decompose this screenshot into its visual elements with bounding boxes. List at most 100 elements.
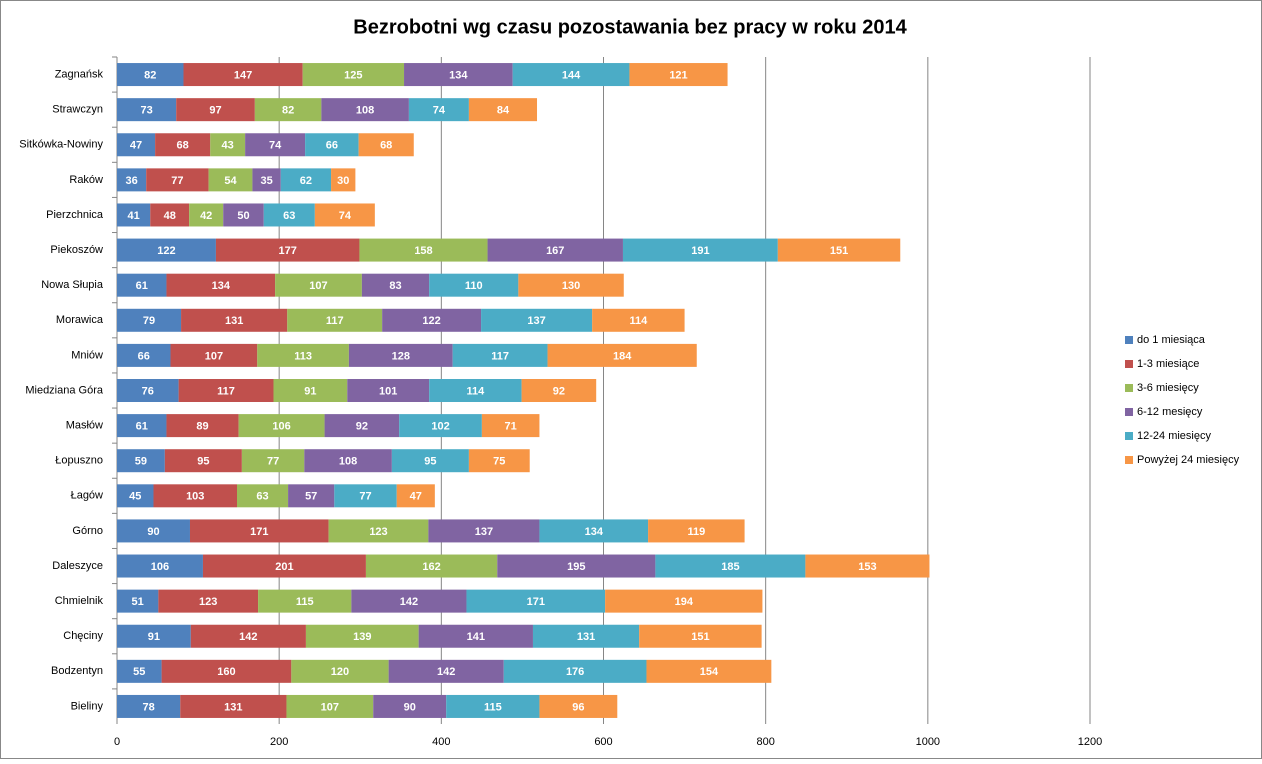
bar-segment [302,63,405,87]
bar-segment [592,308,685,332]
value-label: 176 [566,666,584,678]
bar-segment [280,168,332,192]
value-label: 97 [209,105,221,117]
bar-segment [273,379,348,402]
value-label: 110 [465,280,483,292]
value-label: 43 [222,140,234,152]
bar-segment [158,589,259,613]
value-label: 74 [433,105,446,117]
bar-segment [361,273,430,297]
legend-swatch [1125,456,1133,464]
bar-segment [418,624,533,648]
bar-segment [215,238,360,262]
value-label: 125 [344,69,362,81]
value-label: 123 [369,526,387,538]
bar-segment [331,168,356,192]
value-label: 91 [304,385,316,397]
value-label: 92 [553,385,565,397]
bar-segment [452,343,548,367]
value-label: 123 [199,596,217,608]
value-label: 54 [224,175,237,187]
value-label: 71 [505,421,517,433]
x-tick-label: 600 [594,736,612,748]
bar-segment [189,203,224,227]
bar-segment [210,133,246,157]
bar-segment [286,694,374,718]
bar-segment [304,449,392,473]
value-label: 92 [356,421,368,433]
y-tick-label: Sitkówka-Nowiny [19,139,103,151]
value-label: 120 [331,666,349,678]
bar-segment [117,659,162,683]
bar-segment [181,308,288,332]
value-label: 147 [234,69,252,81]
bar-segment [155,133,211,157]
legend-label: do 1 miesiąca [1137,334,1206,346]
value-label: 66 [326,140,338,152]
value-label: 63 [283,210,295,222]
value-label: 142 [400,596,418,608]
value-label: 47 [410,491,422,503]
value-label: 77 [267,456,279,468]
bar-segment [305,624,419,648]
bar-segment [629,63,728,87]
value-label: 45 [129,491,141,503]
value-label: 167 [546,245,564,257]
bar-segment [202,554,366,578]
bar-segment [146,168,209,192]
value-label: 134 [212,280,231,292]
value-label: 122 [422,315,440,327]
value-label: 59 [135,456,147,468]
bar-segment [275,273,362,297]
bar-segment [497,554,656,578]
bar-segment [429,379,522,402]
bar-segment [622,238,778,262]
value-label: 130 [562,280,580,292]
value-label: 151 [830,245,848,257]
value-label: 61 [136,280,148,292]
value-label: 114 [629,315,648,327]
bar-segment [399,414,482,438]
x-tick-label: 1200 [1078,736,1102,748]
bar-segment [404,63,513,87]
value-label: 89 [196,421,208,433]
bar-segment [166,273,276,297]
bar-segment [518,273,624,297]
value-label: 48 [164,210,176,222]
bar-segment [117,273,167,297]
bar-segment [468,449,530,473]
bar-segment [503,659,647,683]
value-label: 115 [296,596,314,608]
value-label: 191 [691,245,709,257]
value-label: 55 [133,666,145,678]
bar-segment [396,484,435,508]
value-label: 66 [138,350,150,362]
bar-segment [263,203,315,227]
bar-segment [547,343,697,367]
bar-segment [468,98,538,122]
bar-segment [321,98,409,122]
value-label: 154 [700,666,719,678]
value-label: 103 [186,491,204,503]
value-label: 41 [127,210,139,222]
legend-label: Powyżej 24 miesięcy [1137,454,1240,466]
y-tick-label: Chęciny [63,630,103,642]
value-label: 119 [687,526,705,538]
bar-segment [166,414,239,438]
value-label: 115 [484,701,502,713]
value-label: 128 [392,350,410,362]
value-label: 42 [200,210,212,222]
bar-segment [257,343,349,367]
bar-segment [429,273,519,297]
value-label: 106 [151,561,169,573]
value-label: 141 [467,631,485,643]
value-label: 90 [404,701,416,713]
bar-segment [183,63,303,87]
value-label: 134 [449,69,468,81]
y-tick-label: Strawczyn [52,104,103,116]
bar-segment [238,414,325,438]
legend-swatch [1125,384,1133,392]
value-label: 68 [380,140,392,152]
bar-segment [117,589,159,613]
value-label: 108 [339,456,357,468]
